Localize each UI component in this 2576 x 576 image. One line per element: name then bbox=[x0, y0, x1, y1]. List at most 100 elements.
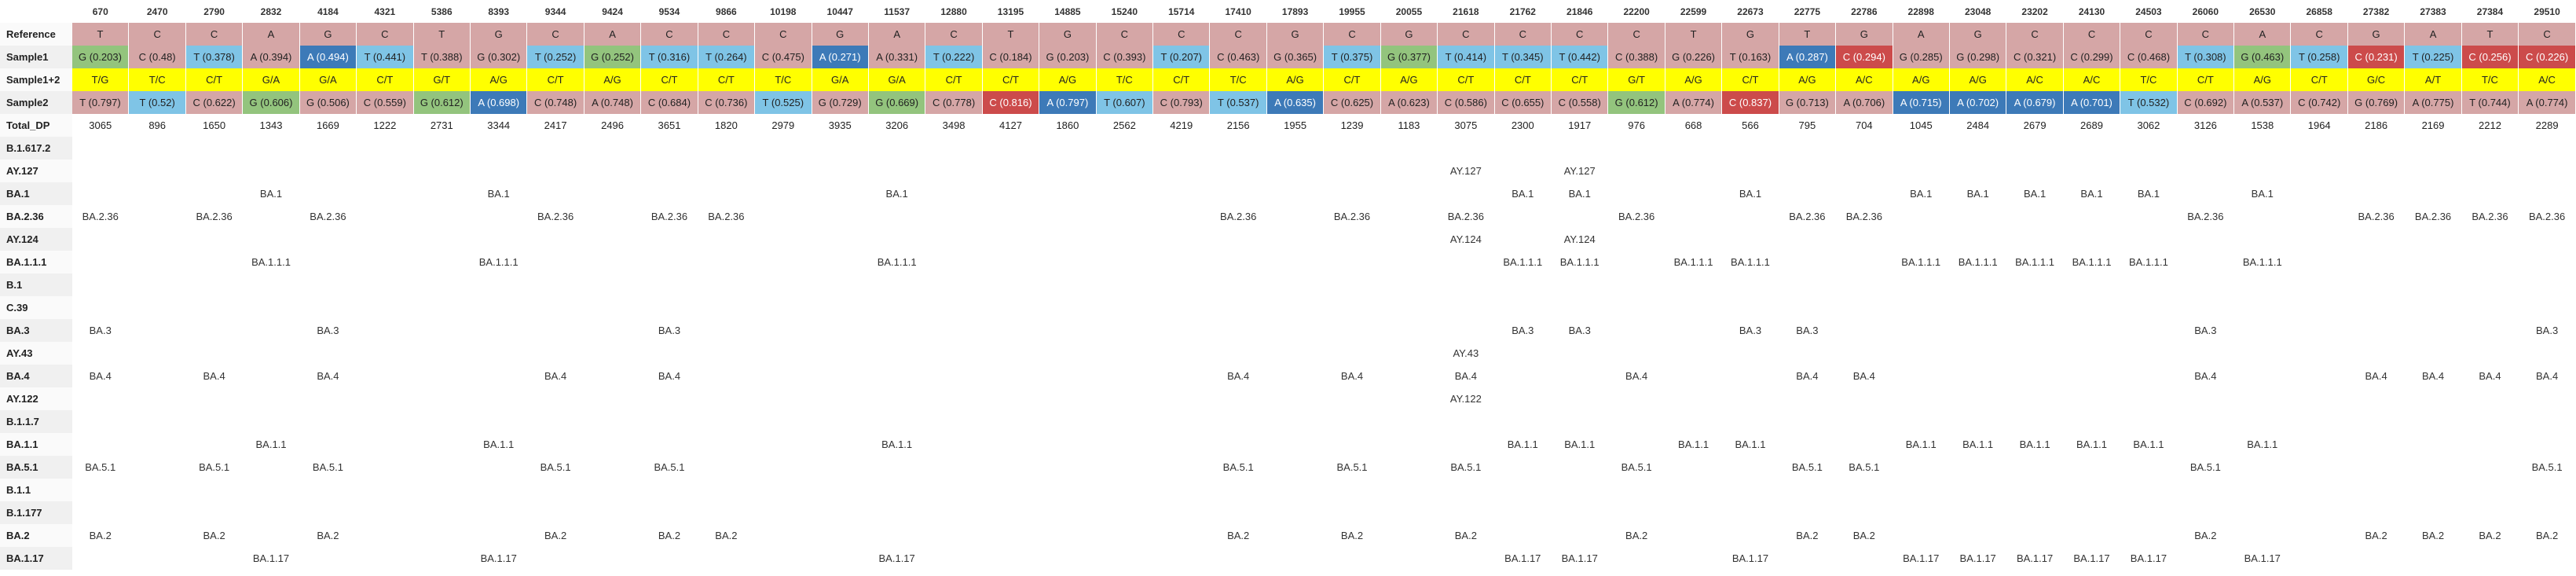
lineage-marker-cell bbox=[1494, 342, 1551, 365]
reference-base-cell: C bbox=[2518, 23, 2576, 46]
lineage-marker-cell bbox=[755, 319, 812, 342]
combined-allele-cell: A/G bbox=[470, 68, 528, 91]
lineage-marker-cell bbox=[527, 296, 584, 319]
allele-frequency-cell: C (0.231) bbox=[2347, 46, 2406, 68]
lineage-marker-cell bbox=[1665, 456, 1721, 479]
row-label: B.1.1 bbox=[0, 479, 72, 501]
lineage-marker-cell bbox=[1722, 273, 1779, 296]
row-ba-3: BA.3 BA.3 BA.3 BA.3 BA.3 BA.3 BA.3 BA.3 BA.3 BA.3 bbox=[0, 319, 2576, 342]
lineage-marker-cell bbox=[1722, 342, 1779, 365]
allele-frequency-cell: A (0.706) bbox=[1835, 91, 1893, 114]
lineage-marker-cell bbox=[1153, 456, 1210, 479]
lineage-marker-cell: BA.3 bbox=[317, 325, 339, 336]
lineage-marker-cell bbox=[2177, 501, 2233, 524]
lineage-marker-cell bbox=[1039, 273, 1096, 296]
table-body: Reference T C C A G C T G C A C C C G A C T G C C C G C G C C C C T G T… bbox=[0, 23, 2576, 570]
allele-frequency-cell: A (0.774) bbox=[1665, 91, 1723, 114]
row-label: BA.1.17 bbox=[0, 547, 72, 570]
lineage-marker-cell bbox=[1494, 501, 1551, 524]
lineage-marker-cell bbox=[584, 228, 640, 251]
lineage-marker-cell: BA.4 bbox=[317, 370, 339, 382]
lineage-marker-cell bbox=[1039, 365, 1096, 387]
lineage-marker-cell bbox=[1153, 342, 1210, 365]
allele-frequency-cell: A (0.774) bbox=[2518, 91, 2576, 114]
position-header: 29510 bbox=[2534, 6, 2560, 17]
row-label: BA.5.1 bbox=[0, 456, 72, 479]
lineage-marker-cell: BA.1.17 bbox=[480, 552, 517, 564]
reference-base-cell: C bbox=[185, 23, 244, 46]
lineage-marker-cell bbox=[2405, 342, 2461, 365]
row-label: Sample1+2 bbox=[0, 68, 72, 91]
lineage-marker-cell bbox=[1779, 547, 1835, 570]
lineage-marker-cell bbox=[982, 342, 1039, 365]
lineage-marker-cell bbox=[129, 319, 185, 342]
lineage-marker-cell bbox=[812, 456, 868, 479]
lineage-marker-cell bbox=[641, 479, 698, 501]
lineage-marker-cell bbox=[2461, 387, 2518, 410]
position-header: 2790 bbox=[203, 6, 225, 17]
combined-allele-cell: A/C bbox=[2063, 68, 2121, 91]
lineage-marker-cell bbox=[470, 410, 526, 433]
lineage-marker-cell bbox=[925, 160, 982, 182]
lineage-marker-cell bbox=[1380, 387, 1437, 410]
lineage-marker-cell bbox=[185, 501, 242, 524]
lineage-marker-cell bbox=[641, 160, 698, 182]
depth-cell: 1669 bbox=[316, 119, 339, 131]
lineage-marker-cell bbox=[584, 296, 640, 319]
lineage-marker-cell bbox=[641, 547, 698, 570]
lineage-marker-cell bbox=[1380, 296, 1437, 319]
lineage-marker-cell bbox=[1494, 365, 1551, 387]
lineage-marker-cell bbox=[1893, 524, 1949, 547]
combined-allele-cell: A/C bbox=[2518, 68, 2576, 91]
lineage-marker-cell bbox=[1380, 205, 1437, 228]
lineage-marker-cell bbox=[1210, 479, 1266, 501]
lineage-marker-cell bbox=[868, 273, 925, 296]
reference-base-cell: A bbox=[242, 23, 300, 46]
allele-frequency-cell: T (0.222) bbox=[925, 46, 983, 68]
lineage-marker-cell bbox=[1210, 160, 1266, 182]
depth-cell: 2169 bbox=[2421, 119, 2445, 131]
lineage-marker-cell bbox=[527, 160, 584, 182]
position-header: 21618 bbox=[1453, 6, 1479, 17]
lineage-marker-cell bbox=[413, 365, 470, 387]
lineage-marker-cell bbox=[925, 524, 982, 547]
lineage-marker-cell bbox=[129, 137, 185, 160]
lineage-marker-cell bbox=[925, 501, 982, 524]
lineage-marker-cell bbox=[185, 319, 242, 342]
lineage-marker-cell bbox=[1153, 524, 1210, 547]
lineage-marker-cell bbox=[982, 456, 1039, 479]
reference-base-cell: C bbox=[2177, 23, 2235, 46]
reference-base-cell: A bbox=[1893, 23, 1950, 46]
lineage-marker-cell: BA.1.1 bbox=[1507, 438, 1538, 450]
position-header: 9424 bbox=[602, 6, 623, 17]
position-header: 4184 bbox=[317, 6, 339, 17]
lineage-marker-cell bbox=[2291, 319, 2347, 342]
row-label: B.1.617.2 bbox=[0, 137, 72, 160]
lineage-marker-cell bbox=[1266, 182, 1323, 205]
lineage-marker-cell bbox=[1266, 205, 1323, 228]
combined-allele-cell: C/T bbox=[698, 68, 756, 91]
lineage-marker-cell bbox=[1608, 296, 1665, 319]
lineage-marker-cell bbox=[2291, 410, 2347, 433]
lineage-marker-cell: BA.1.17 bbox=[2016, 552, 2054, 564]
lineage-marker-cell bbox=[2347, 342, 2404, 365]
lineage-marker-cell: BA.2.36 bbox=[2414, 211, 2452, 222]
position-header: 26858 bbox=[2306, 6, 2332, 17]
lineage-marker-cell bbox=[698, 296, 754, 319]
lineage-marker-cell: BA.1.17 bbox=[1959, 552, 1996, 564]
lineage-marker-cell bbox=[1210, 251, 1266, 273]
lineage-marker-cell: AY.43 bbox=[1453, 347, 1479, 359]
combined-allele-cell: A/G bbox=[1039, 68, 1097, 91]
depth-cell: 3935 bbox=[828, 119, 852, 131]
lineage-marker-cell: BA.3 bbox=[89, 325, 112, 336]
row-label: C.39 bbox=[0, 296, 72, 319]
lineage-marker-cell bbox=[185, 410, 242, 433]
lineage-marker-cell bbox=[1552, 501, 1608, 524]
allele-frequency-cell: T (0.378) bbox=[185, 46, 244, 68]
lineage-marker-cell: BA.2 bbox=[1227, 530, 1250, 541]
lineage-marker-cell bbox=[357, 387, 413, 410]
lineage-marker-cell bbox=[925, 137, 982, 160]
lineage-marker-cell: BA.5.1 bbox=[1336, 461, 1368, 473]
lineage-marker-cell bbox=[1153, 365, 1210, 387]
lineage-marker-cell bbox=[868, 137, 925, 160]
